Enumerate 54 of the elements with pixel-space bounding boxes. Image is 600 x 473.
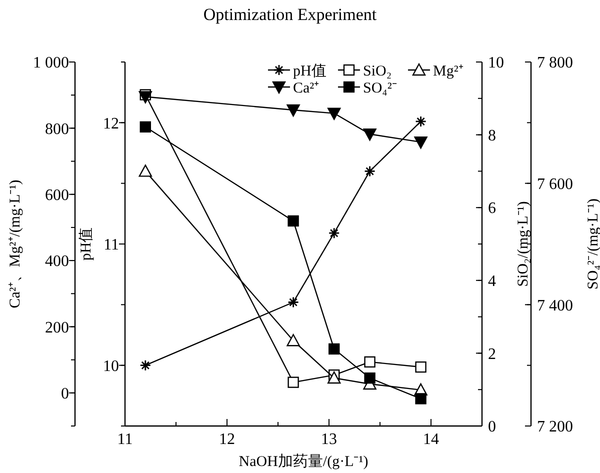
point	[138, 91, 152, 104]
point	[363, 128, 376, 141]
y2-tick-label: 11	[104, 236, 119, 254]
y-axis-title: Ca²⁺、Mg²⁺/(mg·L⁻¹)	[7, 180, 24, 308]
y-tick-label: 400	[45, 253, 69, 270]
x-tick-label: 12	[219, 431, 235, 448]
point	[415, 361, 426, 373]
point	[288, 296, 299, 308]
y3-axis-title: SiO₂/(mg·L⁻¹)	[515, 201, 532, 287]
y-tick-label: 200	[45, 319, 69, 336]
legend-label: pH值	[293, 63, 326, 80]
y3-tick-label: 8	[488, 127, 496, 144]
y-tick-label: 7 400	[537, 297, 573, 314]
y-tick-label: 7 200	[537, 418, 573, 436]
y2-tick-label: 10	[103, 358, 119, 375]
x-axis-title: NaOH加药量/(g·L⁻¹)	[238, 453, 368, 470]
point	[286, 104, 300, 117]
point	[364, 372, 376, 384]
point	[286, 334, 300, 346]
point	[328, 108, 341, 120]
y-tick-label: 1 000	[33, 54, 69, 72]
y-tick-label: 0	[61, 386, 69, 403]
point	[414, 136, 428, 149]
point	[140, 121, 151, 133]
chart-title: Optimization Experiment	[203, 5, 377, 24]
point	[415, 116, 426, 128]
legend-label: Ca²⁺	[293, 80, 320, 96]
y3-tick-label: 4	[488, 273, 496, 290]
y-tick-label: 800	[45, 120, 69, 138]
y3-tick-label: 0	[488, 418, 496, 436]
point	[140, 360, 152, 372]
point	[328, 227, 340, 239]
y3-tick-label: 2	[488, 346, 496, 363]
point	[288, 215, 299, 227]
point	[364, 166, 376, 177]
legend-label: Mg²⁺	[433, 63, 464, 80]
y2-axis-title: pH值	[78, 227, 94, 261]
y3-tick-label: 6	[488, 200, 496, 218]
y-tick-label: 600	[45, 186, 69, 204]
point	[328, 343, 340, 355]
legend-label: SO₄²⁻	[363, 80, 397, 96]
point	[328, 371, 341, 384]
point	[138, 164, 152, 177]
point	[415, 393, 426, 404]
y3-tick-label: 10	[488, 54, 504, 72]
legend-label: SiO₂	[363, 63, 392, 80]
x-tick-label: 13	[321, 431, 337, 448]
x-tick-label: 14	[423, 431, 439, 448]
x-tick-label: 11	[117, 431, 133, 448]
y2-tick-label: 12	[103, 115, 119, 132]
y-tick-label: 7 800	[537, 54, 573, 72]
point	[288, 376, 299, 388]
point	[364, 356, 376, 368]
y-tick-label: 7 600	[537, 176, 573, 193]
